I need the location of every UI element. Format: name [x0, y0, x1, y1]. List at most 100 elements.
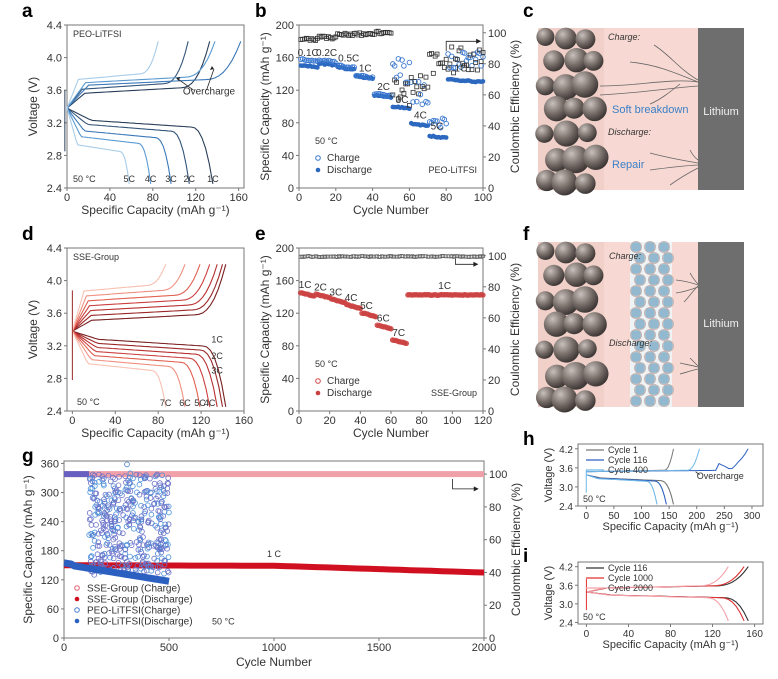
sse-particle — [634, 296, 646, 308]
sse-ce-band — [64, 471, 484, 478]
sse-discharge-band — [64, 562, 485, 576]
y-tick-label: 80 — [282, 341, 294, 353]
y-tick-label: 3.0 — [559, 600, 573, 611]
peo-charge-point — [108, 518, 114, 524]
cathode-particle — [577, 339, 597, 359]
y-axis-label: Specific Capacity (mAh g⁻¹) — [258, 255, 272, 403]
peo-charge-point — [119, 562, 125, 569]
y-axis-label: Specific Capacity (mAh g⁻¹) — [258, 32, 272, 180]
ce-point — [408, 75, 414, 80]
x-tick-label: 300 — [744, 511, 761, 522]
y-tick-label: 120 — [276, 308, 294, 320]
y2-tick-label: 0 — [488, 183, 494, 195]
rate-label: 1C — [299, 280, 312, 291]
cathode-particle — [583, 144, 609, 171]
peo-charge-point — [148, 490, 154, 496]
peo-charge-point — [129, 483, 136, 490]
charge-point — [303, 57, 310, 64]
peo-charge-point — [161, 490, 168, 496]
peo-charge-point — [158, 549, 164, 556]
y2-tick-label: 40 — [488, 121, 500, 133]
sse-particle — [630, 373, 642, 385]
y-tick-label: 3.6 — [47, 308, 62, 320]
arrow-head — [209, 66, 214, 71]
x-tick-label: 40 — [623, 629, 635, 640]
peo-charge-point — [151, 480, 158, 487]
y2-tick-label: 20 — [489, 600, 501, 612]
peo-charge-point — [133, 471, 140, 478]
charge-curve — [586, 448, 700, 473]
peo-charge-point — [113, 511, 119, 517]
peo-charge-point — [134, 563, 141, 569]
ce-point — [449, 44, 455, 50]
legend-marker-charge — [315, 378, 321, 384]
peo-charge-point — [164, 485, 171, 492]
cathode-particle — [571, 286, 599, 313]
legend-label-discharge: Discharge — [327, 388, 372, 399]
charge-point — [406, 59, 413, 66]
peo-charge-point — [157, 482, 164, 489]
temperature-label: 50 °C — [77, 397, 100, 407]
peo-charge-point — [155, 540, 162, 546]
x-tick-label: 50 — [608, 511, 620, 522]
cathode-particle — [536, 27, 555, 46]
sse-particle — [644, 263, 656, 275]
charge-point — [448, 53, 455, 60]
ce-point — [447, 61, 453, 67]
peo-charge-point — [123, 484, 130, 491]
peo-charge-point — [98, 527, 104, 534]
x-tick-label: 80 — [147, 192, 159, 204]
ce-point — [480, 49, 486, 55]
sse-particle — [644, 395, 656, 407]
peo-charge-point — [145, 539, 152, 546]
peo-charge-point — [158, 500, 164, 507]
peo-charge-point — [137, 536, 144, 543]
x-tick-label: 120 — [187, 192, 205, 204]
charge-point — [393, 74, 400, 81]
cathode-particle — [563, 313, 585, 335]
peo-charge-point — [152, 473, 159, 480]
y-tick-label: 3.2 — [47, 118, 62, 130]
peo-charge-point — [101, 550, 108, 557]
cathode-particle — [564, 47, 589, 73]
peo-charge-point — [138, 565, 144, 572]
legend-label: PEO-LiTFSI(Charge) — [87, 606, 180, 617]
legend-label: Cycle 116 — [608, 455, 647, 465]
cathode-particle — [543, 96, 570, 122]
sse-particle — [658, 263, 670, 275]
temperature-label: 50 °C — [583, 494, 606, 504]
peo-charge-point — [136, 481, 143, 488]
discharge-point — [358, 306, 363, 312]
cathode-particle — [575, 29, 596, 50]
peo-charge-point — [86, 516, 93, 523]
peo-charge-point — [130, 510, 136, 516]
sse-particle — [648, 296, 660, 308]
rate-label: 7C — [392, 328, 405, 339]
panel-label-b: b — [255, 1, 267, 22]
sse-particle — [658, 307, 670, 319]
overcharge-label: Overcharge — [183, 86, 236, 97]
ce-point — [473, 60, 479, 65]
peo-charge-point — [153, 472, 160, 479]
rate-label: 5C — [431, 121, 444, 132]
cathode-particle — [583, 265, 604, 286]
ce-point — [423, 74, 429, 80]
rate-label: 1C — [211, 335, 223, 345]
x-tick-label: 20 — [324, 415, 336, 427]
cathode-particle — [543, 311, 570, 337]
y-tick-label: 40 — [282, 150, 294, 162]
rate-label: 3C — [396, 95, 409, 106]
sse-particle — [658, 329, 670, 341]
arrow-head — [176, 76, 181, 81]
peo-charge-point — [112, 534, 119, 541]
peo-charge-point — [143, 560, 150, 567]
peo-charge-point — [143, 493, 150, 500]
x-tick-label: 120 — [474, 415, 492, 427]
peo-charge-point — [87, 475, 94, 482]
charge-curve-3C — [71, 264, 218, 332]
discharge-label: Discharge: — [608, 127, 652, 137]
y-tick-label: 3.6 — [559, 581, 573, 592]
peo-charge-point — [165, 569, 172, 576]
rate-label: 6C — [179, 398, 191, 408]
